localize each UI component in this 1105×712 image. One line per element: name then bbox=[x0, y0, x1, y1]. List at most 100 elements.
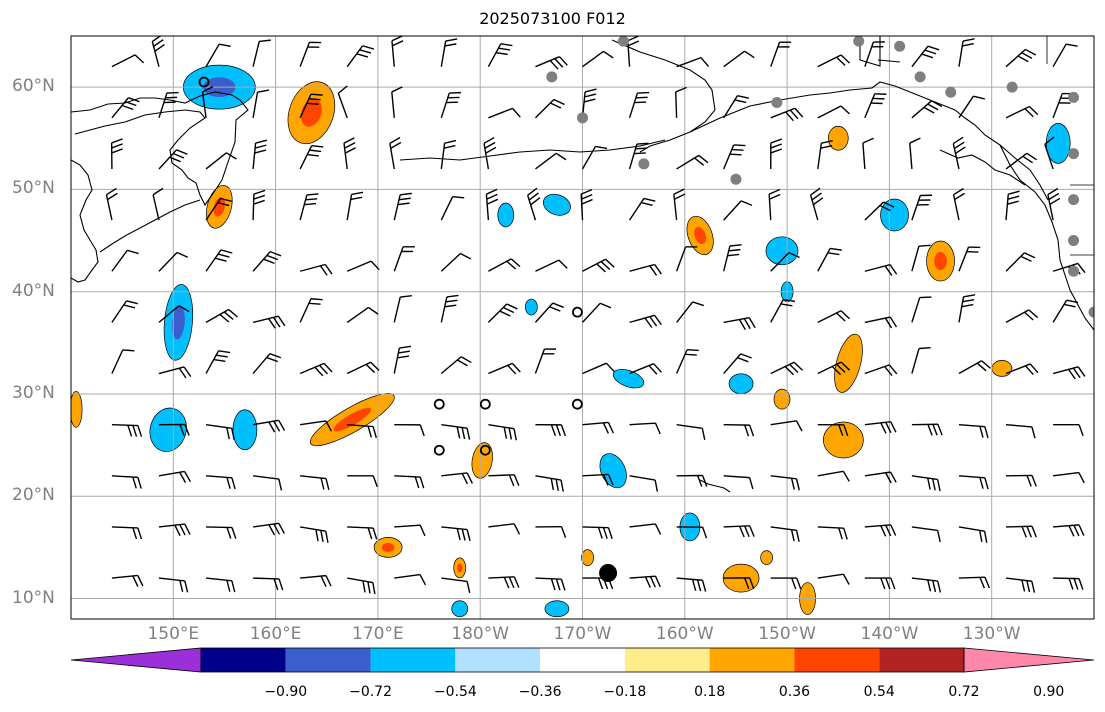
wind-barb bbox=[441, 472, 473, 485]
wind-barb bbox=[864, 316, 898, 329]
wind-barb bbox=[158, 470, 191, 483]
wind-barb bbox=[723, 317, 756, 330]
negative-anomaly-core bbox=[171, 305, 185, 340]
wind-barb bbox=[770, 361, 804, 376]
wind-barb bbox=[770, 138, 783, 169]
wind-barb bbox=[722, 244, 742, 272]
wind-barb bbox=[111, 300, 139, 323]
wind-barb bbox=[205, 308, 238, 323]
wind-barb bbox=[958, 246, 981, 272]
wind-barb bbox=[337, 85, 348, 119]
wind-barb bbox=[299, 362, 333, 377]
wind-barb bbox=[205, 249, 233, 272]
wind-barb bbox=[391, 86, 403, 118]
wind-barb bbox=[488, 107, 521, 119]
wind-barb bbox=[817, 573, 850, 585]
wind-barb bbox=[391, 36, 404, 67]
wind-barb bbox=[1005, 252, 1036, 272]
open-circle-marker bbox=[571, 398, 583, 410]
positive-anomaly bbox=[581, 549, 594, 566]
wind-barb bbox=[299, 298, 323, 323]
wind-barb bbox=[911, 244, 931, 272]
wind-barb bbox=[158, 91, 179, 119]
wind-barb bbox=[862, 137, 874, 170]
wind-barb bbox=[1006, 525, 1037, 538]
wind-barb bbox=[1005, 363, 1039, 375]
wind-barb-layer bbox=[105, 36, 1086, 595]
wind-barb bbox=[1053, 577, 1084, 590]
latitude-label: 40°N bbox=[12, 280, 55, 301]
colorbar-tick-label: −0.72 bbox=[349, 684, 392, 700]
wind-barb bbox=[534, 98, 565, 119]
wind-barb bbox=[1005, 190, 1020, 221]
wind-barb bbox=[1005, 152, 1037, 170]
wind-barb bbox=[911, 526, 941, 543]
wind-barb bbox=[582, 362, 615, 375]
wind-barb bbox=[675, 246, 698, 272]
map-title: 2025073100 F012 bbox=[479, 9, 626, 28]
wind-barb bbox=[111, 349, 135, 374]
marker-layer bbox=[198, 36, 1094, 582]
wind-barb bbox=[582, 473, 614, 486]
wind-barb bbox=[1005, 577, 1036, 593]
positive-anomaly-outer bbox=[991, 360, 1013, 377]
coastline-alaska bbox=[611, 39, 1049, 201]
wind-barb bbox=[158, 523, 191, 536]
coastline-aleutians bbox=[399, 139, 666, 161]
positive-anomaly-outer bbox=[71, 390, 83, 428]
colorbar-segment bbox=[879, 648, 964, 672]
colorbar-tick-label: 0.36 bbox=[778, 684, 811, 700]
wind-barb bbox=[441, 526, 471, 542]
wind-barb bbox=[201, 85, 214, 118]
wind-barb bbox=[300, 526, 329, 543]
wind-barb bbox=[535, 259, 568, 272]
wind-barb bbox=[158, 305, 190, 323]
wind-barb bbox=[441, 577, 471, 593]
negative-anomaly bbox=[599, 453, 627, 489]
wind-barb bbox=[723, 144, 746, 170]
wind-barb bbox=[253, 577, 284, 591]
positive-anomaly bbox=[686, 215, 714, 256]
negative-anomaly bbox=[149, 407, 187, 452]
positive-anomaly bbox=[827, 125, 849, 151]
positive-anomaly bbox=[926, 240, 955, 282]
wind-barb bbox=[582, 421, 614, 434]
wind-barb bbox=[723, 525, 755, 538]
wind-barb bbox=[252, 189, 266, 221]
coastline-kamchatka bbox=[71, 91, 249, 207]
station-marker bbox=[1006, 81, 1018, 93]
wind-barb bbox=[299, 41, 322, 67]
wind-barb bbox=[394, 475, 425, 489]
positive-anomaly-outer bbox=[581, 549, 594, 566]
wind-barb bbox=[535, 56, 568, 70]
graticule bbox=[71, 36, 1094, 619]
wind-barb bbox=[394, 423, 425, 437]
wind-barb bbox=[817, 423, 849, 437]
wind-barb bbox=[526, 187, 541, 221]
positive-anomaly bbox=[71, 390, 83, 428]
wind-barb bbox=[300, 574, 332, 587]
negative-anomaly bbox=[542, 193, 571, 216]
positive-anomaly bbox=[834, 333, 863, 393]
station-marker bbox=[1068, 91, 1080, 103]
wind-barb bbox=[535, 152, 567, 170]
wind-barb bbox=[111, 526, 143, 540]
positive-anomaly bbox=[991, 360, 1013, 377]
colorbar-segment bbox=[794, 648, 880, 672]
wind-barb bbox=[770, 251, 800, 272]
wind-barb bbox=[440, 294, 459, 323]
colorbar-segment bbox=[540, 648, 625, 672]
wind-barb bbox=[809, 187, 824, 221]
negative-anomaly bbox=[765, 236, 799, 266]
wind-barb bbox=[393, 345, 412, 374]
wind-barb bbox=[817, 470, 850, 482]
positive-anomaly bbox=[760, 550, 773, 565]
negative-anomaly-outer bbox=[765, 236, 799, 266]
wind-barb bbox=[1005, 105, 1039, 119]
wind-barb bbox=[723, 353, 752, 374]
latitude-label: 10°N bbox=[12, 587, 55, 608]
wind-barb bbox=[958, 95, 985, 119]
wind-barb bbox=[911, 194, 933, 221]
station-marker bbox=[638, 158, 650, 170]
wind-barb bbox=[252, 139, 268, 170]
